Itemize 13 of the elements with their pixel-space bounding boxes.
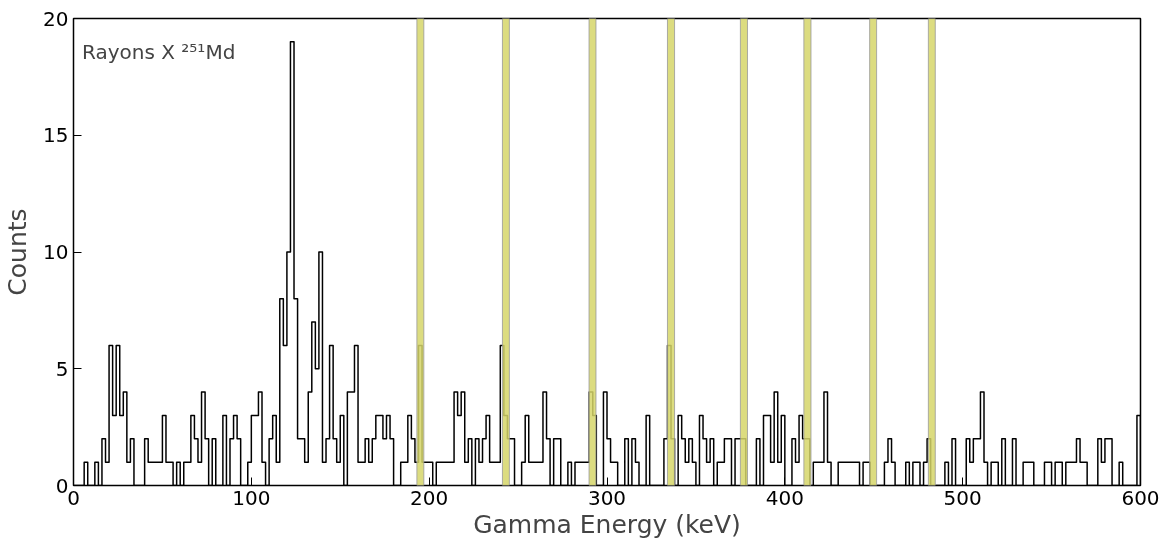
y-axis-title: Counts <box>3 208 33 296</box>
annotation: Rayons X ²⁵¹Md <box>82 39 236 64</box>
y-tick-label: 5 <box>55 356 69 381</box>
x-tick-label: 100 <box>232 485 271 510</box>
x-tick-label: 400 <box>765 485 804 510</box>
x-tick-label: 600 <box>1121 485 1160 510</box>
x-tick-label: 500 <box>943 485 982 510</box>
y-tick-label: 10 <box>43 240 69 264</box>
y-tick-label: 15 <box>43 123 69 148</box>
x-tick-label: 300 <box>587 485 627 510</box>
x-axis-title: Gamma Energy (keV) <box>473 509 741 539</box>
x-tick-label: 200 <box>410 485 449 510</box>
y-tick-label: 20 <box>43 6 69 31</box>
